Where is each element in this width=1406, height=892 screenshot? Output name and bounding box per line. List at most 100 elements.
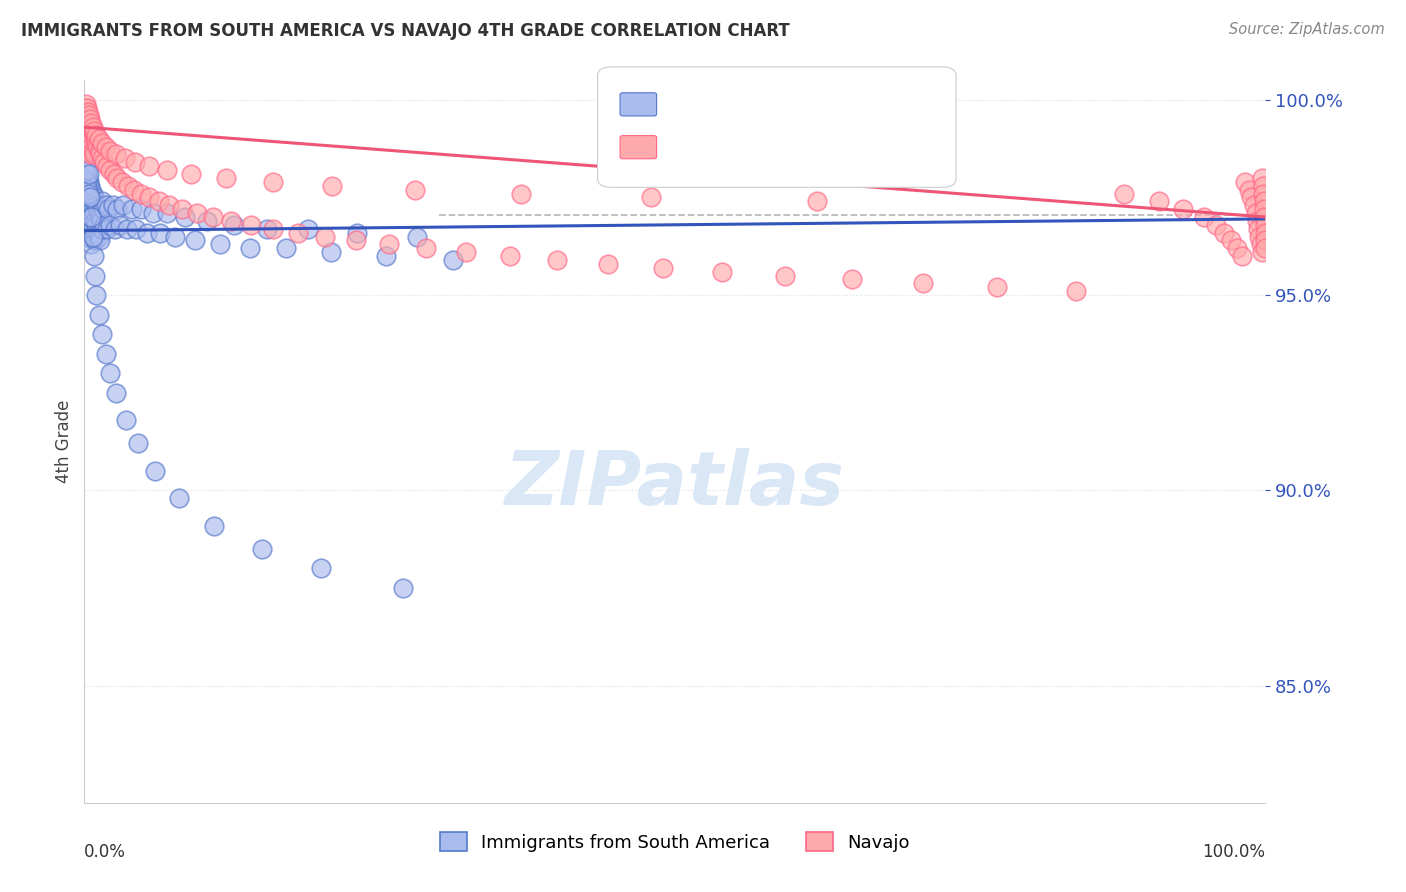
Point (86, 226, 108, 240)
Point (195, 214, 218, 228)
Point (77, 163, 100, 178)
Point (75, 101, 97, 115)
Point (148, 194, 170, 209)
Point (91, 221, 114, 235)
Point (76, 104, 98, 119)
Point (76, 136, 98, 150)
Point (115, 221, 138, 235)
Text: R =: R = (661, 139, 700, 157)
Point (91, 136, 114, 150)
Point (82, 221, 104, 235)
Point (1205, 218, 1227, 232)
Point (75, 159, 97, 173)
Point (84, 128, 107, 142)
Point (84, 214, 107, 228)
Point (93, 155, 115, 169)
Point (83, 128, 105, 142)
Point (297, 221, 319, 235)
Point (77, 108, 100, 122)
Point (143, 464, 166, 478)
Point (84, 288, 107, 302)
Point (1246, 214, 1268, 228)
Point (1243, 198, 1265, 212)
Point (1254, 218, 1277, 232)
Text: 100.0%: 100.0% (1202, 843, 1265, 861)
Point (94, 198, 117, 212)
Point (98, 218, 121, 232)
Text: N =: N = (761, 96, 813, 114)
Point (87, 308, 110, 322)
Point (77, 190, 100, 204)
Point (262, 175, 284, 189)
Point (77, 128, 100, 142)
Point (1220, 234, 1243, 248)
Point (127, 436, 149, 450)
Point (1112, 186, 1135, 201)
Point (82, 229, 104, 244)
Point (82, 202, 104, 216)
Text: 116: 116 (810, 139, 848, 157)
Point (546, 252, 568, 267)
Point (83, 124, 105, 138)
Point (111, 175, 134, 189)
Point (321, 178, 343, 193)
Point (82, 186, 104, 201)
Point (75, 170, 97, 185)
Point (94, 346, 117, 360)
Point (75, 186, 97, 201)
Text: 0.0%: 0.0% (84, 843, 127, 861)
Point (287, 226, 309, 240)
Point (1226, 241, 1249, 255)
Point (1244, 206, 1267, 220)
Point (90, 214, 112, 228)
Point (87, 132, 110, 146)
Point (250, 541, 273, 556)
Point (79, 116, 101, 130)
Point (1250, 170, 1272, 185)
Point (83, 226, 105, 240)
Point (75, 96, 97, 111)
Point (76, 159, 98, 173)
Point (77, 144, 100, 158)
Point (441, 252, 464, 267)
Point (76, 101, 98, 115)
Point (1253, 210, 1275, 224)
Point (105, 147, 128, 161)
Legend: Immigrants from South America, Navajo: Immigrants from South America, Navajo (432, 825, 918, 859)
Point (80, 218, 103, 232)
Point (77, 202, 100, 216)
Point (87, 144, 110, 158)
Point (80, 210, 103, 224)
Point (76, 175, 98, 189)
Point (84, 136, 107, 150)
Point (346, 226, 368, 240)
Point (75, 112, 97, 127)
Point (91, 152, 114, 166)
Point (1147, 194, 1170, 209)
Point (77, 124, 100, 138)
Point (98, 163, 121, 178)
Point (1237, 183, 1260, 197)
Point (91, 194, 114, 209)
Point (80, 116, 103, 130)
Point (96, 159, 118, 173)
Point (415, 241, 437, 255)
Point (1192, 210, 1215, 224)
Point (276, 241, 298, 255)
Point (142, 206, 165, 220)
Point (77, 108, 100, 122)
Point (114, 413, 136, 427)
Point (202, 518, 225, 533)
Point (79, 132, 101, 146)
Point (77, 186, 100, 201)
Point (406, 229, 429, 244)
Point (498, 249, 520, 263)
Point (138, 159, 160, 173)
Point (1250, 245, 1272, 260)
Point (77, 226, 100, 240)
Point (167, 491, 190, 505)
Point (309, 561, 332, 575)
Text: -0.495: -0.495 (704, 139, 769, 157)
Point (107, 202, 129, 216)
Text: Source: ZipAtlas.com: Source: ZipAtlas.com (1229, 22, 1385, 37)
